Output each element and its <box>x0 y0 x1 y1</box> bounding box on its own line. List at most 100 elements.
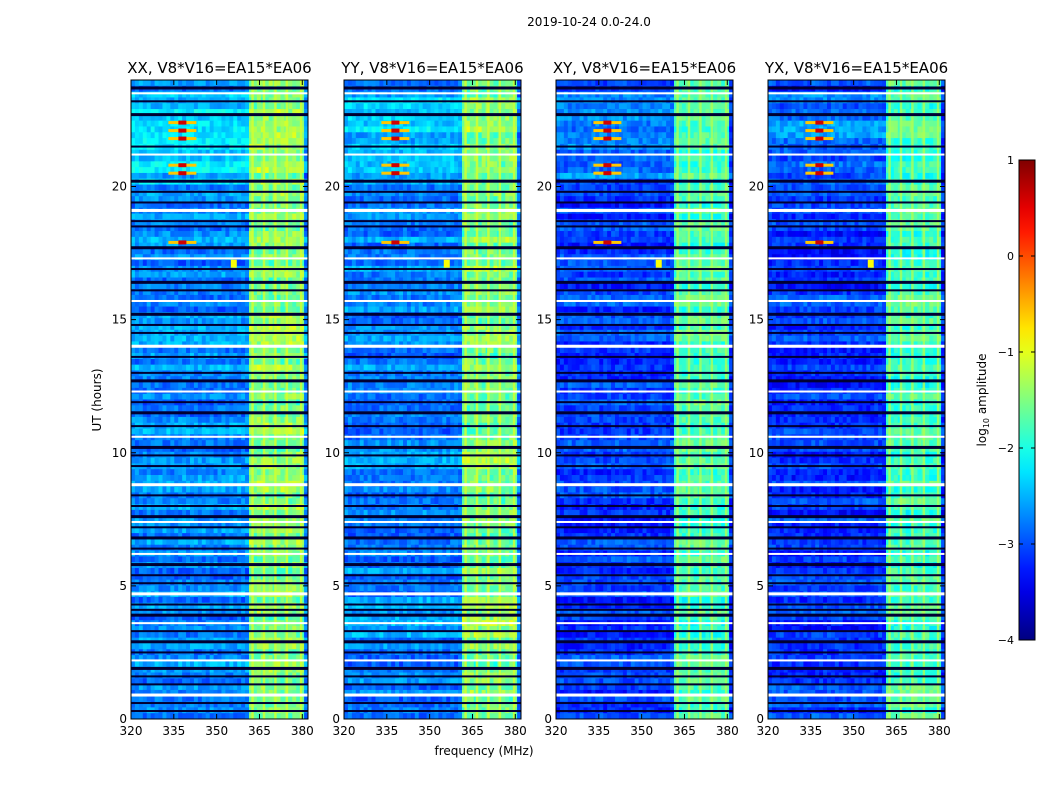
spectrogram-cell <box>214 632 218 638</box>
spectrogram-cell <box>241 469 245 475</box>
spectrogram-cell <box>147 417 151 423</box>
spectrogram-cell <box>159 643 163 649</box>
spectrogram-cell <box>131 132 135 138</box>
spectrogram-cell <box>206 80 210 86</box>
spectrogram-cell <box>143 458 147 464</box>
spectrogram-cell <box>182 260 186 266</box>
spectrogram-cell <box>280 237 284 243</box>
spectrogram-cell <box>277 568 281 574</box>
spectrogram-cell <box>143 632 147 638</box>
spectrogram-cell <box>198 248 202 254</box>
spectrogram-cell <box>202 696 206 702</box>
spectrogram-cell <box>198 161 202 167</box>
spectrogram-cell <box>241 260 245 266</box>
spectrogram-cell <box>280 214 284 220</box>
spectrogram-cell <box>277 394 281 400</box>
spectrogram-cell <box>288 138 292 144</box>
spectrogram-cell <box>277 417 281 423</box>
spectrogram-cell <box>159 318 163 324</box>
spectrogram-cell <box>245 556 249 562</box>
spectrogram-cell <box>233 173 237 179</box>
spectrogram-cell <box>288 498 292 504</box>
spectrogram-cell <box>155 307 159 313</box>
spectrogram-cell <box>210 696 214 702</box>
spectrogram-cell <box>214 365 218 371</box>
spectrogram-cell <box>162 161 166 167</box>
spectrogram-cell <box>170 585 174 591</box>
spectrogram-cell <box>159 231 163 237</box>
spectrogram-cell <box>280 498 284 504</box>
spectrogram-cell <box>218 713 222 719</box>
spectrogram-cell <box>218 487 222 493</box>
spectrogram-cell <box>225 185 229 191</box>
spectrogram-cell <box>147 336 151 342</box>
spectrogram-cell <box>162 696 166 702</box>
spectrogram-cell <box>131 260 135 266</box>
spectrogram-cell <box>277 185 281 191</box>
spectrogram-cell <box>186 661 190 667</box>
spectrogram-cell <box>288 394 292 400</box>
spectrogram-cell <box>265 156 269 162</box>
spectrogram-cell <box>174 260 178 266</box>
spectrogram-cell <box>257 585 261 591</box>
spectrogram-cell <box>233 661 237 667</box>
flagged-row <box>131 332 308 334</box>
spectrogram-cell <box>233 394 237 400</box>
spectrogram-cell <box>280 394 284 400</box>
spectrogram-cell <box>186 440 190 446</box>
spectrogram-cell <box>147 103 151 109</box>
spectrogram-cell <box>280 417 284 423</box>
spectrogram-cell <box>135 713 139 719</box>
spectrogram-cell <box>143 475 147 481</box>
spectrogram-cell <box>194 254 198 260</box>
spectrogram-cell <box>225 504 229 510</box>
spectrogram-cell <box>186 469 190 475</box>
spectrogram-cell <box>206 132 210 138</box>
spectrogram-cell <box>135 394 139 400</box>
spectrogram-cell <box>245 417 249 423</box>
spectrogram-cell <box>218 475 222 481</box>
spectrogram-cell <box>147 713 151 719</box>
spectrogram-cell <box>280 307 284 313</box>
spectrogram-cell <box>233 359 237 365</box>
spectrogram-cell <box>241 214 245 220</box>
spectrogram-cell <box>182 469 186 475</box>
spectrogram-cell <box>221 597 225 603</box>
spectrogram-cell <box>159 556 163 562</box>
spectrogram-cell <box>202 156 206 162</box>
spectrogram-cell <box>229 318 233 324</box>
spectrogram-cell <box>190 359 194 365</box>
spectrogram-cell <box>233 336 237 342</box>
spectrogram-cell <box>214 469 218 475</box>
spectrogram-cell <box>269 318 273 324</box>
spectrogram-cell <box>237 173 241 179</box>
spectrogram-cell <box>214 440 218 446</box>
spectrogram-cell <box>194 185 198 191</box>
spectrogram-cell <box>241 504 245 510</box>
spectrogram-cell <box>186 307 190 313</box>
spectrogram-cell <box>269 440 273 446</box>
spectrogram-cell <box>147 643 151 649</box>
spectrogram-cell <box>202 248 206 254</box>
spectrogram-cell <box>202 359 206 365</box>
spectrogram-cell <box>206 254 210 260</box>
spectrogram-cell <box>182 394 186 400</box>
spectrogram-cell <box>288 167 292 173</box>
spectrogram-cell <box>131 196 135 202</box>
spectrogram-cell <box>135 475 139 481</box>
spectrogram-cell <box>147 585 151 591</box>
spectrogram-cell <box>206 121 210 127</box>
spectrogram-cell <box>147 556 151 562</box>
spectrogram-cell <box>257 237 261 243</box>
spectrogram-cell <box>143 254 147 260</box>
spectrogram-cell <box>170 254 174 260</box>
spectrogram-cell <box>218 458 222 464</box>
spectrogram-cell <box>229 307 233 313</box>
spectrogram-cell <box>218 196 222 202</box>
spectrogram-cell <box>245 260 249 266</box>
spectrogram-cell <box>198 196 202 202</box>
spectrogram-cell <box>233 80 237 86</box>
spectrogram-cell <box>162 556 166 562</box>
spectrogram-cell <box>178 283 182 289</box>
